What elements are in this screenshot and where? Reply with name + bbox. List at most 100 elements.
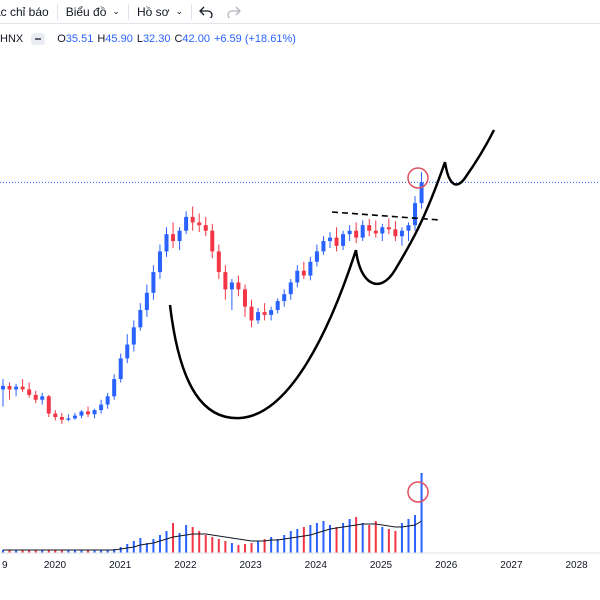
candle-body [256, 312, 261, 321]
toolbar-divider [127, 3, 129, 20]
profile-menu-button[interactable]: Hồ sơ ⌄ [129, 0, 191, 24]
candle-body [334, 237, 339, 246]
candle-body [177, 230, 182, 242]
volume-bar [315, 523, 318, 553]
candle-body [53, 413, 58, 417]
candle-body [380, 227, 385, 234]
volume-bar [119, 547, 122, 553]
candle [79, 410, 84, 419]
candle [66, 414, 71, 422]
candle [367, 218, 372, 237]
volume-bar [54, 550, 57, 553]
candle-body [242, 289, 247, 307]
candle [92, 408, 97, 419]
volume-bar [348, 519, 351, 553]
volume-bar [198, 531, 201, 553]
candle-body [27, 389, 32, 395]
high-value: 45.90 [105, 33, 133, 45]
visibility-toggle-icon[interactable] [31, 33, 46, 45]
candle-body [328, 237, 332, 242]
candle [373, 220, 378, 238]
volume-bar [374, 521, 377, 553]
volume-bar [100, 550, 103, 553]
volume-bar [387, 529, 390, 553]
undo-button[interactable] [192, 0, 220, 24]
redo-button[interactable] [220, 0, 248, 24]
volume-bar [257, 541, 260, 553]
candle-body [190, 216, 195, 223]
volume-bar [172, 523, 175, 553]
candle-body [282, 294, 287, 302]
profile-menu-label: Hồ sơ [136, 4, 170, 19]
candle-body [314, 251, 319, 262]
volume-bar [145, 543, 148, 553]
candle-body [92, 410, 97, 415]
x-axis-labels: 9 2020 2021 2022 2023 2024 2025 2026 2027 2028 [2, 560, 588, 571]
chevron-down-icon: ⌄ [112, 6, 120, 16]
toolbar-divider [56, 3, 58, 20]
candlestick-series [1, 172, 424, 424]
volume-bar [15, 550, 18, 553]
volume-bar [106, 550, 109, 553]
x-axis-tick-label: 2025 [370, 560, 393, 571]
x-axis-tick-label: 2020 [44, 560, 67, 571]
cup-curve-annotation [168, 249, 358, 420]
volume-bar [335, 527, 338, 553]
volume-bar [158, 535, 161, 553]
candle [269, 306, 274, 321]
candle-body [138, 310, 143, 328]
candle [216, 244, 221, 279]
chart-menu-label: Biểu đồ [65, 4, 107, 19]
candle-body [406, 225, 411, 231]
candle-body [14, 386, 19, 390]
candle [118, 353, 123, 383]
volume-bar [113, 549, 116, 553]
candle [197, 213, 202, 233]
volume-bar [309, 525, 312, 553]
candle-body [125, 344, 130, 359]
candle [308, 256, 313, 281]
candle [125, 334, 130, 364]
volume-bar [34, 550, 37, 553]
candle [7, 382, 12, 400]
volume-bar [60, 550, 63, 553]
candle [275, 298, 280, 314]
volume-bar [270, 537, 273, 553]
volume-bar [407, 519, 410, 553]
handle-curve-annotation [354, 161, 447, 286]
symbol-label[interactable]: HNX [0, 33, 24, 45]
chart-menu-button[interactable]: Biểu đồ ⌄ [58, 0, 128, 24]
candle-body [262, 312, 267, 315]
candle [177, 227, 182, 251]
candle [144, 284, 149, 317]
candle-body [59, 417, 64, 420]
open-value: 35.51 [65, 33, 94, 45]
undo-icon [199, 6, 213, 18]
candle [282, 289, 287, 307]
volume-bar [420, 473, 423, 553]
candle [27, 382, 32, 398]
candle-body [347, 230, 352, 235]
x-axis-tick-label: 2023 [239, 560, 262, 571]
candle [210, 223, 215, 259]
candle-body [79, 411, 84, 416]
projection-curve-annotation [443, 129, 496, 186]
candle-body [354, 230, 359, 238]
indicators-label: ác chỉ báo [0, 4, 49, 19]
volume-bar [152, 539, 155, 553]
candle-body [249, 306, 254, 321]
candle-body [112, 379, 117, 397]
candle [399, 227, 404, 246]
candle-body [40, 396, 45, 400]
candle-body [295, 270, 300, 283]
candle-body [144, 292, 149, 311]
candle [223, 265, 228, 300]
candle-body [393, 229, 398, 237]
ohlc-legend: HNX O 35.51 H 45.90 L 32.30 C 42.00 +6.5… [0, 31, 300, 47]
indicators-button[interactable]: ác chỉ báo [0, 0, 57, 24]
candle-body [184, 216, 189, 231]
candle [190, 206, 195, 231]
candle-body [229, 282, 234, 290]
candle [360, 220, 365, 242]
